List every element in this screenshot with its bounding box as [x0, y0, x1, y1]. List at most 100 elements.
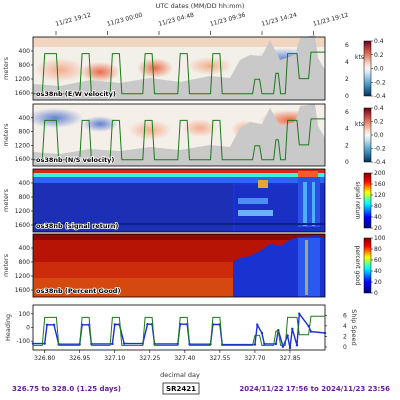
heading-point [291, 327, 294, 331]
x-tick-label: 327.10 [104, 355, 125, 362]
y-tick-label: 800 [19, 259, 31, 266]
y-tick-label: 1200 [15, 208, 30, 215]
overlay-tick-label: 4 [345, 59, 349, 66]
speed-tick-label: 4 [343, 323, 347, 330]
top-tick-label: 11/23 04:48 [158, 12, 195, 28]
x-tick-label: 327.70 [244, 355, 265, 362]
y-axis-label: meters [2, 123, 10, 147]
x-tick-label: 327.85 [279, 355, 300, 362]
colorbar-tick-label: 40 [374, 268, 382, 275]
heading-point [286, 334, 289, 337]
speed-overlay [33, 51, 325, 161]
heading-point [298, 312, 301, 316]
panel-frame [32, 233, 326, 298]
x-tick-label: 326.80 [34, 355, 55, 362]
y-tick-label: 400 [19, 48, 31, 55]
heading-tick-label: 0 [26, 325, 30, 332]
heading-point [43, 342, 46, 345]
colorbar-tick-label: 80 [374, 203, 382, 210]
colorbar-tick-label: 0.2 [374, 52, 384, 59]
x-tick-label: 327.55 [209, 355, 230, 362]
y-tick-label: 800 [19, 129, 31, 136]
top-tick-label: 11/22 19:12 [55, 12, 92, 28]
y-tick-label: 400 [19, 245, 31, 252]
overlay-tick-label: 6 [345, 42, 349, 49]
ew-velocity-heatmap [33, 35, 325, 100]
overlay-tick-label: 4 [345, 126, 349, 133]
heading-point [323, 331, 327, 335]
y-tick-label: 1600 [15, 156, 30, 163]
overlay-tick-label: 6 [345, 109, 349, 116]
colorbars: 0.40.20.0-0.2-0.46420kts0.40.20.0-0.2-0.… [345, 38, 386, 297]
y-tick-label: 400 [19, 115, 31, 122]
speed-tick-label: 0 [343, 344, 347, 351]
colorbar-tick-label: 60 [374, 257, 382, 264]
y-axis-label: meters [2, 56, 10, 80]
y-tick-label: 1200 [15, 76, 30, 83]
y-tick-label: 1600 [15, 222, 30, 229]
ship-speed-line [33, 315, 325, 346]
speed-overlay-line [33, 51, 325, 95]
footer-day-range: 326.75 to 328.0 (1.25 days) [12, 385, 121, 393]
heading-tick-label: -100 [16, 338, 30, 345]
colorbar-tick-label: -0.2 [374, 79, 386, 86]
panel-title: os38nb (Percent Good) [36, 287, 120, 295]
percent-good-heatmap [33, 234, 325, 297]
signal-return-heatmap [33, 169, 325, 232]
colorbar-tick-label: 20 [374, 225, 382, 232]
y-tick-label: 400 [19, 180, 31, 187]
top-tick-label: 11/23 14:24 [261, 12, 298, 28]
heading-point [45, 323, 49, 326]
bottom-axis: 326.80 326.95 327.10 327.25 327.40 327.55 327.… [34, 350, 301, 362]
speed-tick-label: 6 [343, 312, 347, 319]
heading-axis-label: Heading [4, 314, 12, 341]
top-tick-label: 11/23 09:36 [209, 12, 246, 28]
colorbar [363, 172, 372, 229]
colorbar-tick-label: 80 [374, 246, 382, 253]
y-tick-label: 1200 [15, 273, 30, 280]
x-tick-label: 327.40 [174, 355, 195, 362]
y-tick-label: 1600 [15, 287, 30, 294]
speed-overlay-line [33, 118, 325, 161]
footer-cruise-id: SR2421 [166, 385, 196, 393]
panel-title: os38nb (E/W velocity) [36, 90, 116, 98]
heading-point [263, 342, 266, 346]
colorbar-tick-label: 40 [374, 214, 382, 221]
top-tick-label: 11/23 19:12 [312, 12, 349, 28]
colorbar [363, 107, 372, 163]
overlay-tick-label: 2 [345, 142, 349, 149]
x-tick-label: 327.25 [139, 355, 160, 362]
colorbar-tick-label: 100 [374, 235, 386, 242]
colorbar-tick-label: 20 [374, 279, 382, 286]
heading-point [309, 330, 313, 333]
colorbar-label: percent good [354, 246, 361, 286]
speed-tick-label: 2 [343, 333, 347, 340]
y-tick-label: 800 [19, 194, 31, 201]
y-axis-label: meters [2, 188, 10, 212]
heading-point [274, 342, 278, 346]
top-date-axis: 11/22 19:12 11/23 00:00 11/23 04:48 11/23 0… [55, 12, 349, 35]
y-tick-label: 1200 [15, 142, 30, 149]
ship-speed-series [33, 315, 325, 346]
heading-tick-label: 100 [19, 311, 31, 318]
x-axis-label: decimal day [160, 371, 200, 379]
colorbar-tick-label: 0.2 [374, 119, 384, 126]
y-tick-label: 1600 [15, 90, 30, 97]
colorbar-tick-label: 0.4 [374, 38, 384, 45]
heading-point [52, 323, 56, 326]
y-tick-label: 800 [19, 62, 31, 69]
panel-frame [32, 36, 326, 101]
colorbar-tick-label: -0.2 [374, 146, 386, 153]
colorbar-tick-label: 160 [374, 181, 386, 188]
heading-point [146, 323, 149, 326]
heading-point [253, 343, 257, 346]
heading-point [113, 323, 116, 326]
colorbar-tick-label: 0.4 [374, 105, 384, 112]
colorbar-tick-label: -0.4 [374, 93, 386, 100]
colorbar-tick-label: 0.0 [374, 66, 384, 73]
colorbar [363, 40, 372, 97]
overlay-axis-label: kts [355, 121, 364, 128]
colorbar [363, 237, 372, 294]
heading-point [111, 342, 114, 346]
